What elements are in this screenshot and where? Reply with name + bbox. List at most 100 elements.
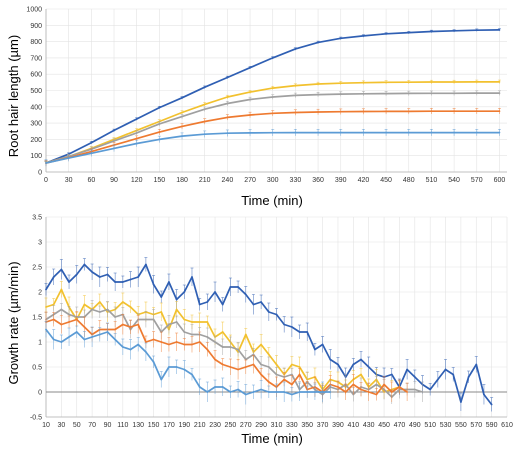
data-point	[114, 338, 117, 341]
data-point	[160, 311, 163, 313]
data-point	[67, 157, 70, 160]
data-point	[90, 141, 93, 144]
data-point	[252, 303, 255, 306]
data-point	[206, 391, 209, 393]
data-point	[271, 112, 274, 115]
data-point	[252, 391, 255, 393]
data-point	[168, 323, 170, 326]
data-point	[453, 131, 455, 134]
data-point	[352, 383, 355, 386]
data-point	[271, 87, 274, 89]
data-point	[181, 96, 183, 99]
x-tick-label: 330	[290, 177, 302, 184]
data-point	[45, 162, 47, 164]
data-point	[98, 276, 101, 278]
data-point	[407, 110, 410, 113]
data-point	[152, 338, 155, 341]
data-point	[152, 361, 155, 363]
data-point	[267, 366, 270, 368]
data-point	[129, 348, 132, 351]
y-tick-label: 800	[30, 39, 42, 46]
data-point	[45, 306, 47, 308]
data-point	[430, 110, 433, 113]
data-point	[198, 386, 201, 388]
data-point	[406, 391, 409, 393]
data-point	[135, 131, 138, 134]
data-point	[229, 286, 232, 288]
data-point	[352, 363, 355, 366]
data-point	[60, 308, 63, 311]
data-point	[275, 373, 278, 376]
data-point	[181, 111, 183, 114]
data-point	[421, 391, 424, 393]
data-point	[68, 281, 70, 283]
data-point	[453, 92, 455, 95]
data-point	[183, 331, 186, 333]
x-tick-label: 350	[301, 422, 313, 429]
data-point	[267, 353, 270, 356]
data-point	[249, 91, 251, 94]
data-point	[60, 268, 63, 271]
data-point	[206, 336, 209, 338]
data-point	[367, 366, 370, 368]
data-point	[337, 363, 339, 366]
data-point	[160, 296, 163, 298]
data-point	[271, 96, 274, 98]
x-tick-label: 590	[486, 422, 498, 429]
x-tick-label: 390	[332, 422, 344, 429]
y-tick-label: 600	[30, 72, 42, 79]
data-point	[339, 93, 342, 95]
data-point	[306, 331, 309, 333]
data-point	[475, 110, 478, 113]
series-line	[45, 318, 408, 396]
series-1	[44, 79, 501, 165]
x-tick-label: 210	[199, 177, 211, 184]
data-point	[317, 111, 319, 113]
data-point	[203, 103, 206, 106]
x-tick-label: 210	[194, 422, 206, 429]
y-tick-label: 700	[30, 55, 42, 62]
data-point	[198, 321, 201, 323]
x-tick-label: 470	[394, 422, 406, 429]
data-point	[181, 115, 183, 118]
y-tick-label: 300	[30, 121, 42, 128]
x-tick-label: 610	[501, 422, 513, 429]
data-point	[298, 373, 301, 376]
data-point	[413, 388, 416, 391]
x-tick-label: 90	[110, 177, 118, 184]
data-point	[191, 333, 193, 336]
data-point	[467, 376, 470, 378]
series-2	[44, 90, 501, 166]
data-point	[383, 383, 385, 386]
x-tick-label: 410	[347, 422, 359, 429]
data-point	[298, 366, 301, 368]
data-point	[339, 131, 342, 134]
data-point	[290, 326, 293, 328]
data-point	[144, 318, 147, 321]
data-point	[475, 131, 478, 134]
data-point	[375, 393, 378, 396]
data-point	[430, 92, 433, 95]
data-point	[83, 326, 86, 328]
data-point	[294, 94, 297, 97]
data-point	[129, 278, 132, 281]
x-tick-label: 330	[286, 422, 298, 429]
y-tick-label: 200	[30, 137, 42, 144]
data-point	[114, 281, 117, 283]
data-point	[453, 110, 455, 113]
data-point	[498, 131, 501, 134]
data-point	[413, 376, 416, 378]
data-point	[314, 391, 316, 393]
data-point	[168, 281, 170, 283]
data-point	[135, 137, 138, 140]
data-point	[244, 393, 247, 396]
y-tick-label: 0.5	[32, 365, 42, 372]
data-point	[475, 29, 478, 32]
data-point	[407, 81, 410, 84]
data-point	[244, 293, 247, 296]
data-point	[498, 28, 501, 31]
x-tick-label: 240	[222, 177, 234, 184]
data-point	[475, 92, 478, 95]
data-point	[113, 140, 115, 142]
